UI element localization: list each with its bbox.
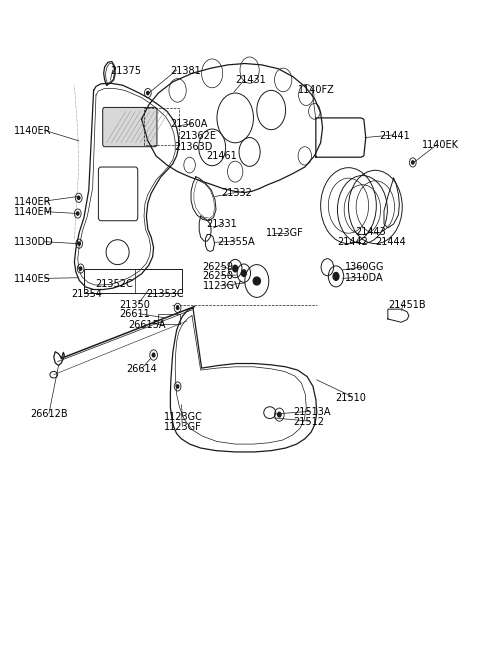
Text: 26250: 26250 xyxy=(203,271,234,282)
Circle shape xyxy=(177,385,179,388)
Text: 21375: 21375 xyxy=(110,66,142,76)
Text: 1123GC: 1123GC xyxy=(164,412,203,422)
Text: 21431: 21431 xyxy=(235,75,266,85)
Text: 21513A: 21513A xyxy=(293,407,330,417)
Text: 1140EM: 1140EM xyxy=(14,207,54,217)
Text: 1310DA: 1310DA xyxy=(345,272,383,283)
FancyBboxPatch shape xyxy=(103,107,157,147)
Circle shape xyxy=(277,413,281,417)
Text: 21443: 21443 xyxy=(355,227,386,237)
Text: 21381: 21381 xyxy=(170,66,201,76)
Text: 21510: 21510 xyxy=(335,392,366,403)
Circle shape xyxy=(147,92,149,94)
Text: 21442: 21442 xyxy=(337,236,368,247)
Text: 26614: 26614 xyxy=(126,364,156,374)
Circle shape xyxy=(77,212,79,215)
Text: 21461: 21461 xyxy=(206,151,237,161)
Text: 1130DD: 1130DD xyxy=(14,237,54,248)
Text: 26611: 26611 xyxy=(119,309,150,320)
Text: 26615A: 26615A xyxy=(129,320,166,330)
Circle shape xyxy=(412,161,414,164)
Text: 21331: 21331 xyxy=(206,219,237,229)
Text: 1140ER: 1140ER xyxy=(14,196,52,207)
Text: 1360GG: 1360GG xyxy=(345,262,384,272)
Circle shape xyxy=(78,242,80,245)
Text: 1140ES: 1140ES xyxy=(14,274,51,284)
Text: 21451B: 21451B xyxy=(388,300,425,310)
Text: 21352C: 21352C xyxy=(95,278,133,289)
Text: 1123GF: 1123GF xyxy=(266,228,304,238)
Text: 21441: 21441 xyxy=(379,130,410,141)
Text: 21332: 21332 xyxy=(221,187,252,198)
Text: 1123GV: 1123GV xyxy=(203,281,241,291)
Circle shape xyxy=(233,265,238,272)
Text: 21355A: 21355A xyxy=(217,236,254,247)
Text: 1140ER: 1140ER xyxy=(14,126,52,136)
Text: 26612B: 26612B xyxy=(30,409,67,419)
Circle shape xyxy=(177,307,179,309)
Text: 21362E: 21362E xyxy=(179,130,216,141)
Text: 21444: 21444 xyxy=(375,236,406,247)
Text: 1140FZ: 1140FZ xyxy=(298,85,335,96)
Text: 21353C: 21353C xyxy=(146,289,183,299)
Circle shape xyxy=(80,267,82,270)
Text: 21363D: 21363D xyxy=(174,141,213,152)
Circle shape xyxy=(78,196,80,199)
Text: 21360A: 21360A xyxy=(170,119,208,130)
Text: 21350: 21350 xyxy=(119,299,150,310)
Circle shape xyxy=(152,353,155,357)
Text: 1140EK: 1140EK xyxy=(422,140,459,151)
Text: 21512: 21512 xyxy=(293,417,324,427)
Circle shape xyxy=(241,270,246,276)
Ellipse shape xyxy=(253,277,261,285)
Circle shape xyxy=(333,272,339,280)
Text: 1123GF: 1123GF xyxy=(164,422,202,432)
Text: 26259: 26259 xyxy=(203,262,234,272)
Text: 21354: 21354 xyxy=(71,289,102,299)
